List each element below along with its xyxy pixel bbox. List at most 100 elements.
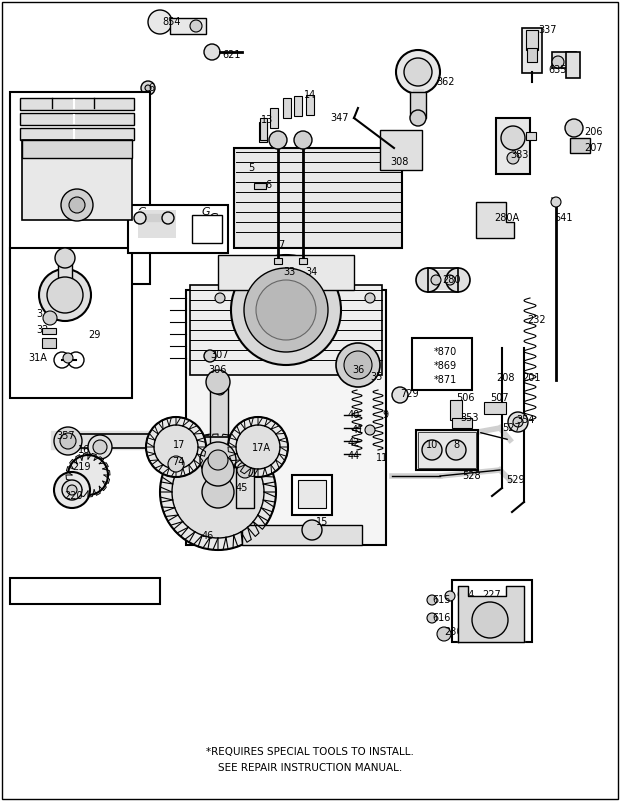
- Bar: [128, 205, 228, 253]
- Circle shape: [445, 591, 455, 601]
- Text: 6: 6: [265, 180, 271, 190]
- Circle shape: [507, 152, 519, 164]
- Bar: [138, 210, 176, 238]
- Text: 27: 27: [162, 230, 174, 240]
- Circle shape: [344, 351, 372, 379]
- Bar: [20, 98, 134, 110]
- Text: 207: 207: [584, 143, 603, 153]
- Text: 220: 220: [64, 491, 82, 501]
- Text: 208: 208: [496, 373, 515, 383]
- Bar: [380, 130, 422, 170]
- Bar: [274, 258, 282, 264]
- Text: 9: 9: [382, 410, 388, 420]
- Text: 28: 28: [200, 230, 213, 240]
- Bar: [450, 400, 462, 420]
- Bar: [236, 468, 254, 508]
- Circle shape: [365, 425, 375, 435]
- Circle shape: [427, 613, 437, 623]
- Text: 307: 307: [210, 350, 229, 360]
- Bar: [10, 578, 160, 604]
- Text: 219: 219: [72, 462, 91, 472]
- Bar: [42, 338, 56, 348]
- Circle shape: [336, 343, 380, 387]
- Circle shape: [565, 119, 583, 137]
- Circle shape: [62, 480, 82, 500]
- Bar: [42, 328, 56, 334]
- Text: 8: 8: [453, 440, 459, 450]
- Bar: [298, 480, 326, 508]
- Text: G: G: [202, 207, 210, 217]
- Text: *REQUIRES SPECIAL TOOLS TO INSTALL.: *REQUIRES SPECIAL TOOLS TO INSTALL.: [206, 747, 414, 757]
- Text: *870: *870: [434, 347, 458, 357]
- Text: 306: 306: [208, 365, 226, 375]
- Text: 7: 7: [278, 240, 284, 250]
- Text: 621: 621: [222, 50, 241, 60]
- Circle shape: [145, 85, 151, 91]
- Circle shape: [202, 454, 234, 486]
- Text: 552: 552: [304, 485, 323, 495]
- Text: 529: 529: [506, 475, 525, 485]
- Circle shape: [54, 472, 90, 508]
- Text: 31A: 31A: [28, 353, 47, 363]
- Text: 74: 74: [172, 457, 184, 467]
- Circle shape: [168, 456, 184, 472]
- Text: 527: 527: [502, 423, 521, 433]
- Text: 30: 30: [38, 290, 50, 300]
- Polygon shape: [458, 586, 524, 642]
- Circle shape: [501, 126, 525, 150]
- Bar: [526, 132, 536, 140]
- Circle shape: [396, 50, 440, 94]
- Circle shape: [551, 197, 561, 207]
- Bar: [20, 128, 134, 140]
- Text: G: G: [208, 211, 218, 224]
- Circle shape: [437, 627, 451, 641]
- Text: 46: 46: [202, 531, 215, 541]
- Bar: [299, 258, 307, 264]
- Text: 36: 36: [352, 365, 365, 375]
- Text: 41: 41: [352, 425, 365, 435]
- Circle shape: [427, 595, 437, 605]
- Text: 25: 25: [22, 177, 35, 187]
- Text: 592: 592: [496, 625, 515, 635]
- Circle shape: [365, 293, 375, 303]
- Text: 354: 354: [516, 415, 534, 425]
- Circle shape: [237, 462, 253, 478]
- Text: 506: 506: [456, 393, 474, 403]
- Circle shape: [54, 427, 82, 455]
- Text: G: G: [138, 207, 146, 217]
- Circle shape: [231, 255, 341, 365]
- Circle shape: [190, 20, 202, 32]
- Bar: [259, 122, 267, 142]
- Circle shape: [472, 602, 508, 638]
- Text: SEE REPAIR INSTRUCTION MANUAL.: SEE REPAIR INSTRUCTION MANUAL.: [218, 763, 402, 773]
- Text: 34: 34: [305, 267, 317, 277]
- Bar: [522, 28, 542, 73]
- Text: 541: 541: [554, 213, 572, 223]
- Text: 10: 10: [426, 440, 438, 450]
- Bar: [292, 475, 332, 515]
- Bar: [60, 434, 160, 448]
- Circle shape: [162, 212, 174, 224]
- Circle shape: [404, 58, 432, 86]
- Text: 635: 635: [548, 65, 567, 75]
- Circle shape: [204, 350, 216, 362]
- Circle shape: [93, 440, 107, 454]
- Circle shape: [215, 293, 225, 303]
- Circle shape: [256, 280, 316, 340]
- Text: 729: 729: [400, 389, 419, 399]
- Bar: [283, 98, 291, 118]
- Bar: [218, 255, 354, 290]
- Bar: [10, 92, 150, 284]
- Circle shape: [236, 425, 280, 469]
- Circle shape: [134, 212, 146, 224]
- Polygon shape: [210, 380, 228, 470]
- Bar: [526, 30, 538, 50]
- Bar: [186, 290, 386, 545]
- Circle shape: [55, 248, 75, 268]
- Circle shape: [302, 520, 322, 540]
- Circle shape: [215, 385, 225, 395]
- Circle shape: [202, 476, 234, 508]
- Circle shape: [60, 433, 76, 449]
- Circle shape: [204, 44, 220, 60]
- Bar: [416, 430, 478, 470]
